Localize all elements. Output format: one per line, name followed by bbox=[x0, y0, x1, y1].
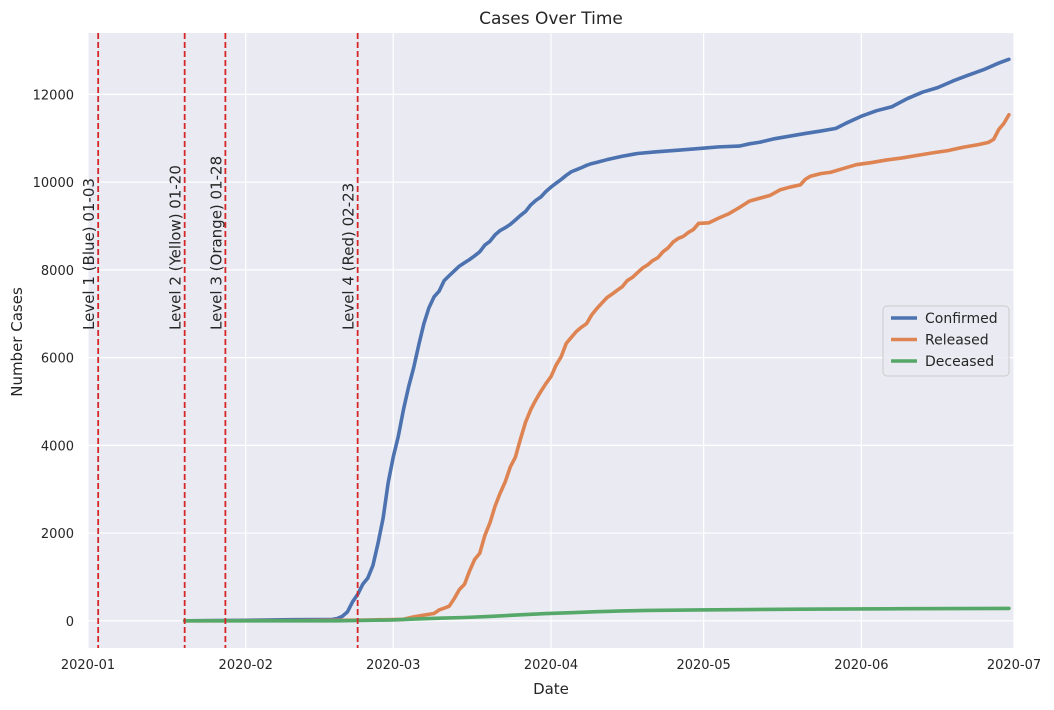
x-tick-label: 2020-06 bbox=[834, 658, 888, 673]
legend-label-confirmed: Confirmed bbox=[925, 311, 998, 327]
x-tick-label: 2020-01 bbox=[61, 658, 115, 673]
x-tick-label: 2020-05 bbox=[676, 658, 730, 673]
x-tick-label: 2020-04 bbox=[524, 658, 578, 673]
level-marker-label: Level 1 (Blue) 01-03 bbox=[80, 178, 98, 330]
level-marker-label: Level 3 (Orange) 01-28 bbox=[207, 156, 225, 330]
y-tick-label: 2000 bbox=[41, 527, 74, 542]
legend-label-deceased: Deceased bbox=[925, 354, 994, 370]
y-tick-labels: 0 2000 4000 6000 8000 10000 12000 bbox=[33, 88, 74, 629]
series-line-deceased bbox=[182, 606, 1011, 623]
series-line-released bbox=[182, 112, 1011, 623]
y-tick-label: 12000 bbox=[33, 88, 74, 103]
y-tick-label: 6000 bbox=[41, 352, 74, 367]
x-tick-label: 2020-07 bbox=[987, 658, 1041, 673]
marker-layer: Level 1 (Blue) 01-03 Level 2 (Yellow) 01-… bbox=[80, 33, 359, 648]
level-marker-label: Level 2 (Yellow) 01-20 bbox=[167, 165, 185, 330]
legend: Confirmed Released Deceased bbox=[882, 305, 1010, 377]
legend-box bbox=[882, 305, 1010, 377]
y-tick-label: 10000 bbox=[33, 176, 74, 191]
y-tick-label: 4000 bbox=[41, 439, 74, 454]
series-line-confirmed bbox=[182, 57, 1011, 623]
series-layer bbox=[182, 57, 1011, 623]
level-marker-label: Level 4 (Red) 02-23 bbox=[340, 183, 358, 330]
y-tick-label: 0 bbox=[66, 615, 74, 630]
y-tick-label: 8000 bbox=[41, 264, 74, 279]
chart-title: Cases Over Time bbox=[479, 9, 623, 29]
legend-label-released: Released bbox=[925, 333, 989, 349]
x-tick-label: 2020-02 bbox=[219, 658, 273, 673]
y-axis-label: Number Cases bbox=[8, 287, 26, 397]
x-tick-labels: 2020-01 2020-02 2020-03 2020-04 2020-05 2020-… bbox=[61, 658, 1041, 673]
x-tick-label: 2020-03 bbox=[366, 658, 420, 673]
x-axis-label: Date bbox=[533, 680, 569, 698]
